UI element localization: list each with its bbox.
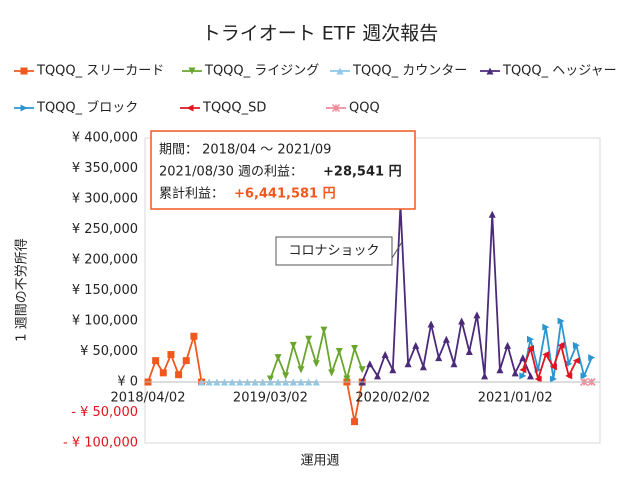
marker	[481, 372, 489, 380]
marker	[527, 335, 534, 343]
marker	[312, 360, 320, 368]
marker	[182, 357, 190, 365]
marker	[549, 363, 557, 371]
marker	[542, 351, 550, 359]
marker	[519, 366, 527, 374]
marker	[588, 354, 596, 362]
x-tick-label: 2020/02/02	[355, 391, 430, 406]
summary-weekly-value: +28,541 円	[323, 165, 402, 180]
y-tick-label: ¥ 250,000	[72, 222, 138, 237]
marker	[328, 369, 336, 377]
marker	[549, 375, 557, 383]
x-tick-label: 2018/04/02	[111, 391, 186, 406]
marker	[320, 326, 328, 334]
marker	[488, 210, 496, 218]
marker	[435, 354, 443, 362]
legend-label: QQQ	[349, 101, 380, 116]
marker	[580, 372, 588, 380]
marker	[511, 369, 519, 377]
y-tick-label: ¥ 200,000	[72, 253, 138, 268]
marker	[572, 357, 580, 365]
y-axis-title: 1 週間の不労所得	[14, 238, 30, 341]
marker	[442, 335, 450, 343]
y-tick-label: ¥ 0	[117, 375, 138, 390]
marker	[305, 335, 313, 343]
marker	[527, 344, 534, 352]
marker	[404, 360, 412, 368]
summary-total-label: 累計利益：	[159, 186, 224, 202]
x-tick-label: 2021/01/02	[478, 391, 553, 406]
marker	[152, 357, 160, 365]
summary-box	[150, 130, 416, 210]
marker	[351, 418, 359, 426]
marker	[458, 317, 466, 325]
y-tick-label: ¥ 400,000	[72, 131, 138, 146]
marker	[175, 371, 183, 379]
marker	[565, 372, 573, 380]
marker	[335, 348, 343, 355]
marker	[450, 360, 458, 368]
marker	[572, 341, 580, 349]
marker	[527, 372, 534, 380]
marker	[542, 323, 550, 331]
marker	[389, 366, 397, 374]
marker	[159, 369, 167, 377]
marker	[427, 320, 435, 328]
legend-label: TQQQ_ カウンター	[352, 64, 467, 79]
marker	[374, 372, 381, 380]
marker	[465, 348, 473, 355]
legend-label: TQQQ_SD	[202, 101, 266, 116]
series-line	[522, 342, 578, 383]
marker	[412, 341, 420, 349]
marker	[557, 341, 565, 349]
callout-leader	[391, 241, 403, 259]
marker	[190, 332, 198, 340]
marker	[351, 344, 359, 352]
y-tick-label: ¥ 100,000	[72, 314, 138, 329]
marker	[519, 354, 527, 362]
marker	[274, 354, 282, 362]
legend-label: TQQQ_ スリーカード	[36, 64, 164, 79]
callout-box	[275, 236, 393, 266]
x-tick-label: 2019/03/02	[233, 391, 308, 406]
marker	[381, 351, 389, 359]
y-tick-label: - ¥ 100,000	[63, 436, 138, 451]
marker	[282, 372, 290, 380]
chart-title: トライオート ETF 週次報告	[202, 23, 439, 45]
summary-total-value: +6,441,581 円	[234, 187, 336, 202]
series-line	[521, 320, 593, 380]
legend-label: TQQQ_ ライジング	[204, 64, 319, 79]
marker	[473, 311, 481, 319]
marker	[534, 375, 542, 383]
x-axis-title: 運用週	[300, 454, 339, 469]
summary-period: 期間： 2018/04 ～ 2021/09	[159, 143, 331, 158]
marker	[366, 360, 374, 368]
y-tick-label: ¥ 350,000	[72, 161, 138, 176]
marker	[297, 366, 305, 374]
marker	[519, 372, 527, 380]
y-tick-label: ¥ 50,000	[80, 344, 138, 359]
callout-text: コロナショック	[288, 244, 379, 259]
marker	[358, 366, 366, 374]
legend-label: TQQQ_ ヘッジャー	[502, 64, 617, 79]
marker	[343, 375, 351, 383]
marker	[504, 341, 512, 349]
y-tick-label: - ¥ 50,000	[71, 405, 138, 420]
y-tick-label: ¥ 300,000	[72, 192, 138, 207]
marker	[557, 317, 565, 325]
series-line	[269, 329, 364, 383]
y-tick-label: ¥ 150,000	[72, 283, 138, 298]
series-line	[361, 205, 532, 383]
legend-label: TQQQ_ ブロック	[36, 100, 138, 116]
summary-weekly-label: 2021/08/30 週の利益：	[159, 165, 303, 180]
marker	[419, 363, 427, 371]
marker	[167, 351, 175, 359]
marker	[289, 341, 297, 349]
marker	[496, 366, 504, 374]
